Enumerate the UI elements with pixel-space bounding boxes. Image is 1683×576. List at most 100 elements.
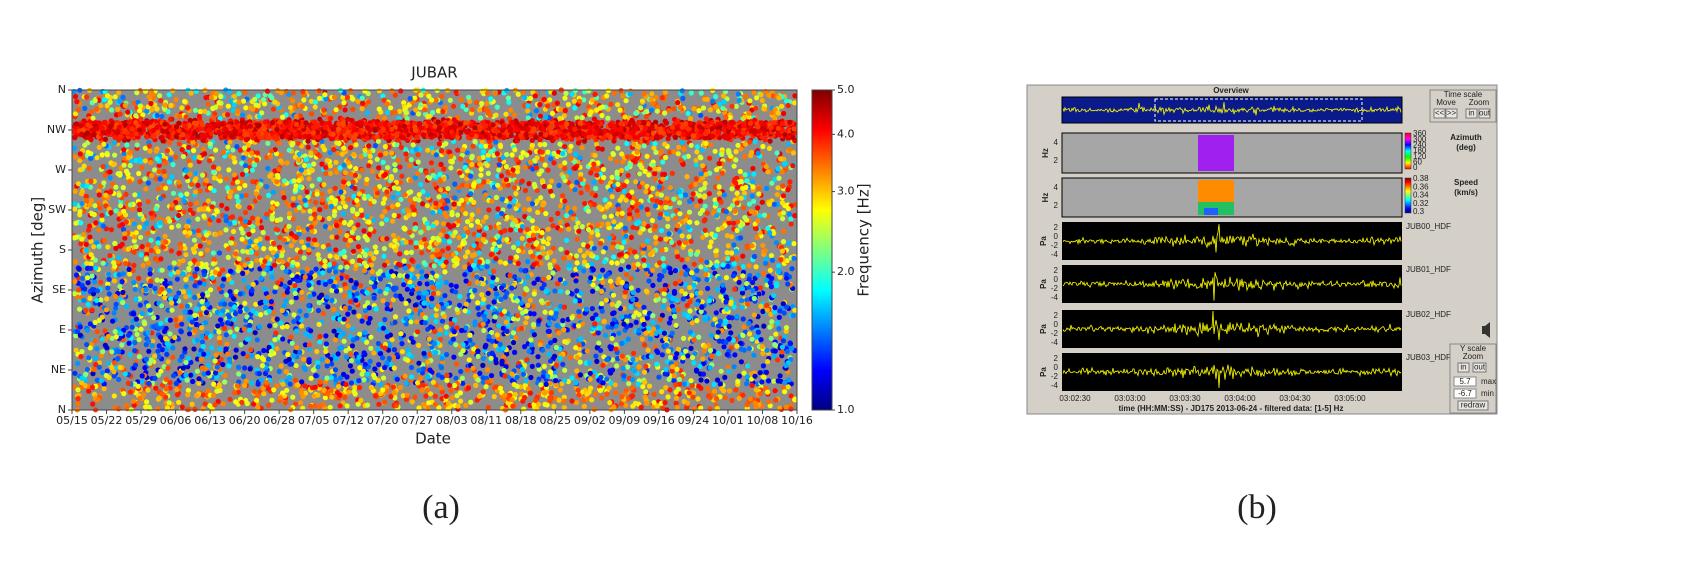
scatter-dot xyxy=(184,191,189,196)
scatter-dot xyxy=(299,323,304,328)
scatter-dot xyxy=(165,366,170,371)
scatter-dot xyxy=(204,232,209,237)
scatter-dot xyxy=(442,269,447,274)
scatter-dot xyxy=(84,242,89,247)
scatter-dot xyxy=(773,332,778,337)
scatter-dot xyxy=(576,140,581,145)
scatter-dot xyxy=(639,205,644,210)
scatter-dot xyxy=(569,156,574,161)
scatter-dot xyxy=(558,289,563,294)
scatter-dot xyxy=(508,108,513,113)
scatter-dot xyxy=(142,176,147,181)
scatter-dot xyxy=(645,207,650,212)
scatter-dot xyxy=(363,252,368,257)
scatter-dot xyxy=(79,191,84,196)
scatter-dot xyxy=(734,149,739,154)
scatter-dot xyxy=(203,401,208,406)
scatter-dot xyxy=(769,181,774,186)
scatter-dot xyxy=(499,361,504,366)
scatter-dot xyxy=(323,349,328,354)
scatter-dot xyxy=(477,156,482,161)
scatter-dot xyxy=(376,165,381,170)
scatter-dot xyxy=(772,115,777,120)
scatter-dot xyxy=(156,187,161,192)
scatter-dot xyxy=(187,331,192,336)
scatter-dot xyxy=(539,207,544,212)
scatter-dot xyxy=(238,309,243,314)
scatter-dot xyxy=(780,216,785,221)
scatter-dot xyxy=(761,363,766,368)
scatter-dot xyxy=(492,394,497,399)
scatter-dot xyxy=(459,198,464,203)
scatter-dot xyxy=(758,370,763,375)
scatter-dot xyxy=(641,305,646,310)
scatter-dot xyxy=(554,323,559,328)
scatter-dot xyxy=(594,173,599,178)
scatter-dot xyxy=(485,259,490,264)
scatter-dot xyxy=(538,114,543,119)
scatter-dot xyxy=(659,228,664,233)
scatter-dot xyxy=(753,106,758,111)
scatter-dot xyxy=(201,352,206,357)
scatter-dot xyxy=(335,312,340,317)
scatter-dot xyxy=(679,158,684,163)
scatter-dot xyxy=(73,94,78,99)
scatter-dot xyxy=(647,245,652,250)
scatter-dot xyxy=(791,256,796,261)
scatter-dot xyxy=(486,171,491,176)
scatter-dot xyxy=(381,160,386,165)
scatter-dot xyxy=(575,260,580,265)
scatter-dot xyxy=(618,267,623,272)
scatter-dot xyxy=(566,227,571,232)
scatter-dot xyxy=(73,221,78,226)
scatter-dot xyxy=(755,218,760,223)
scatter-dot xyxy=(317,300,322,305)
scatter-dot xyxy=(781,338,786,343)
scatter-dot xyxy=(382,400,387,405)
scatter-dot xyxy=(179,304,184,309)
scatter-dot xyxy=(433,319,438,324)
scatter-dot xyxy=(763,248,768,253)
scatter-dot xyxy=(681,147,686,152)
scatter-dot xyxy=(317,256,322,261)
scatter-dot xyxy=(323,224,328,229)
scatter-dot xyxy=(324,294,329,299)
scatter-dot xyxy=(456,218,461,223)
scatter-dot xyxy=(527,349,532,354)
scatter-dot xyxy=(76,396,81,401)
scatter-dot xyxy=(381,254,386,259)
scatter-dot xyxy=(206,351,211,356)
scatter-dot xyxy=(382,317,387,322)
scatter-dot xyxy=(86,389,91,394)
scatter-dot xyxy=(542,364,547,369)
scatter-dot xyxy=(475,306,480,311)
scatter-dot xyxy=(168,272,173,277)
scatter-dot xyxy=(124,142,129,147)
scatter-dot xyxy=(419,269,424,274)
scatter-dot xyxy=(206,198,211,203)
scatter-dot xyxy=(547,184,552,189)
scatter-dot xyxy=(698,211,703,216)
scatter-dot xyxy=(624,166,629,171)
scatter-dot xyxy=(333,367,338,372)
scatter-dot xyxy=(144,221,149,226)
scatter-dot xyxy=(112,278,117,283)
scatter-dot xyxy=(232,317,237,322)
scatter-dot xyxy=(294,363,299,368)
scatter-dot xyxy=(644,114,649,119)
scatter-dot xyxy=(744,281,749,286)
scatter-dot xyxy=(599,113,604,118)
scatter-dot xyxy=(370,276,375,281)
scatter-dot xyxy=(159,303,164,308)
scatter-dot xyxy=(199,334,204,339)
scatter-dot xyxy=(661,256,666,261)
scatter-dot xyxy=(364,214,369,219)
scatter-dot xyxy=(240,249,245,254)
scatter-dot xyxy=(253,330,258,335)
scatter-dot xyxy=(155,278,160,283)
scatter-dot xyxy=(700,356,705,361)
scatter-dot xyxy=(337,229,342,234)
scatter-dot xyxy=(512,112,517,117)
scatter-dot xyxy=(547,321,552,326)
scatter-dot xyxy=(126,333,131,338)
